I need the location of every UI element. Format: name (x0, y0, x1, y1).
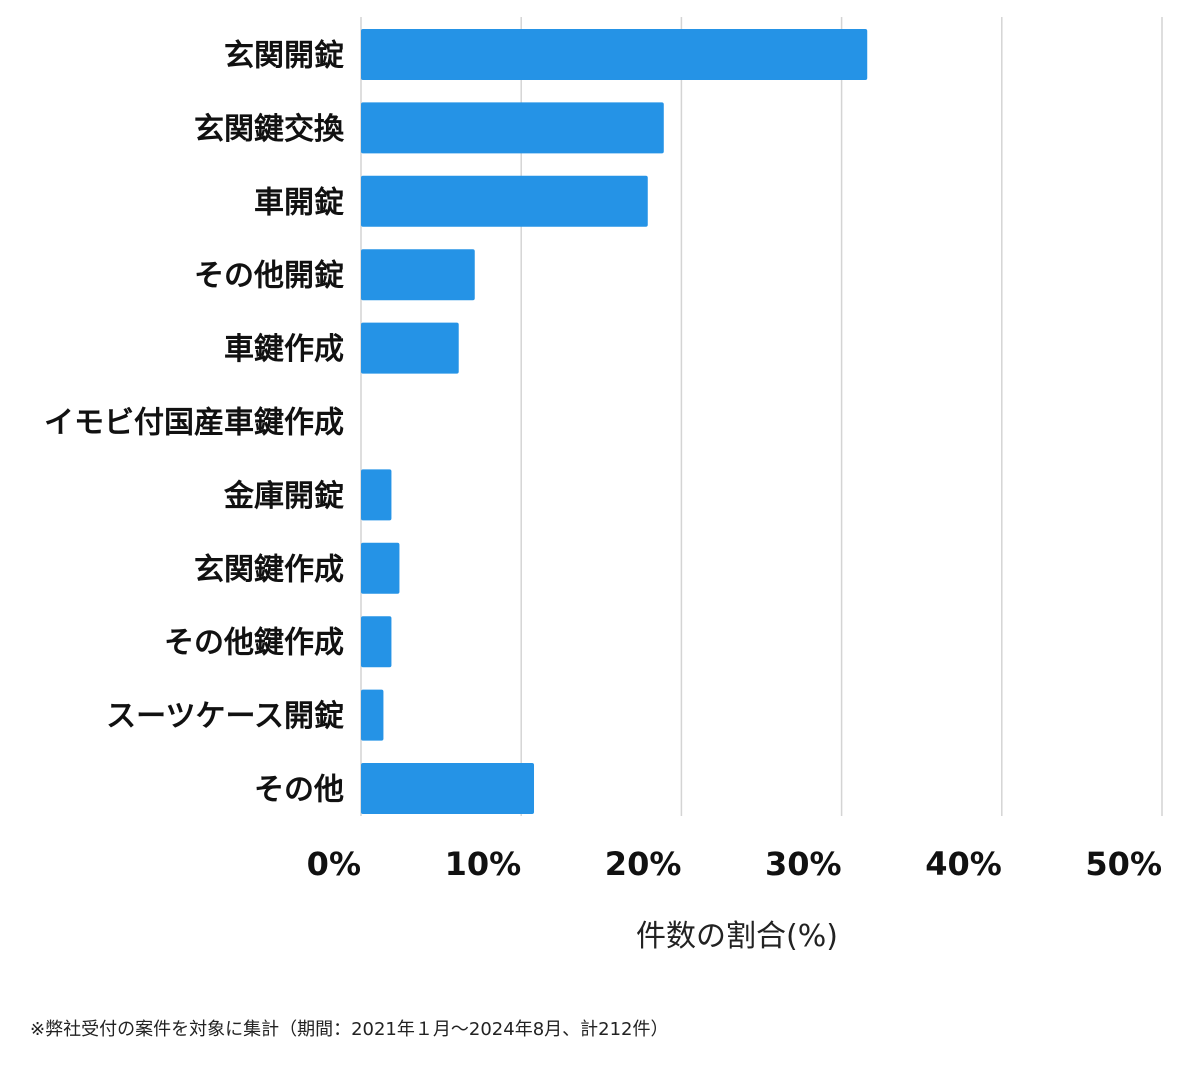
x-tick-label: 0% (307, 845, 361, 883)
category-label: 玄関鍵交換 (194, 112, 345, 147)
category-label: その他鍵作成 (164, 626, 344, 661)
category-label: 車鍵作成 (224, 332, 344, 367)
x-tick-labels: 0% 10% 20% 30% 40% 50% (307, 845, 1162, 883)
category-label: 玄関鍵作成 (194, 552, 344, 587)
bar (361, 29, 868, 80)
x-tick-label: 20% (605, 845, 682, 883)
x-axis-title: 件数の割合(%) (636, 919, 838, 954)
category-labels: 玄関開錠玄関鍵交換車開錠その他開錠車鍵作成イモビ付国産車鍵作成金庫開錠玄関鍵作成… (44, 39, 345, 808)
x-tick-label: 50% (1085, 845, 1162, 883)
category-label: その他開錠 (194, 259, 344, 294)
category-label: スーツケース開錠 (106, 699, 344, 734)
category-label: 車開錠 (254, 185, 344, 220)
bar (361, 102, 664, 154)
bar (361, 469, 392, 521)
bar (361, 689, 384, 741)
bar (361, 249, 475, 301)
bar (361, 175, 648, 227)
category-label: 玄関開錠 (224, 39, 344, 74)
bar (361, 542, 400, 594)
x-tick-label: 30% (765, 845, 842, 883)
category-label: イモビ付国産車鍵作成 (44, 406, 344, 441)
category-label: 金庫開錠 (223, 479, 344, 514)
bar (361, 322, 459, 374)
x-tick-label: 10% (445, 845, 522, 883)
x-tick-label: 40% (925, 845, 1002, 883)
bar (361, 763, 535, 814)
bars (361, 29, 868, 814)
bar (361, 616, 392, 668)
footnote: ※弊社受付の案件を対象に集計（期間：2021年１月～2024年8月、計212件） (30, 1019, 669, 1040)
category-label: その他 (254, 773, 344, 808)
